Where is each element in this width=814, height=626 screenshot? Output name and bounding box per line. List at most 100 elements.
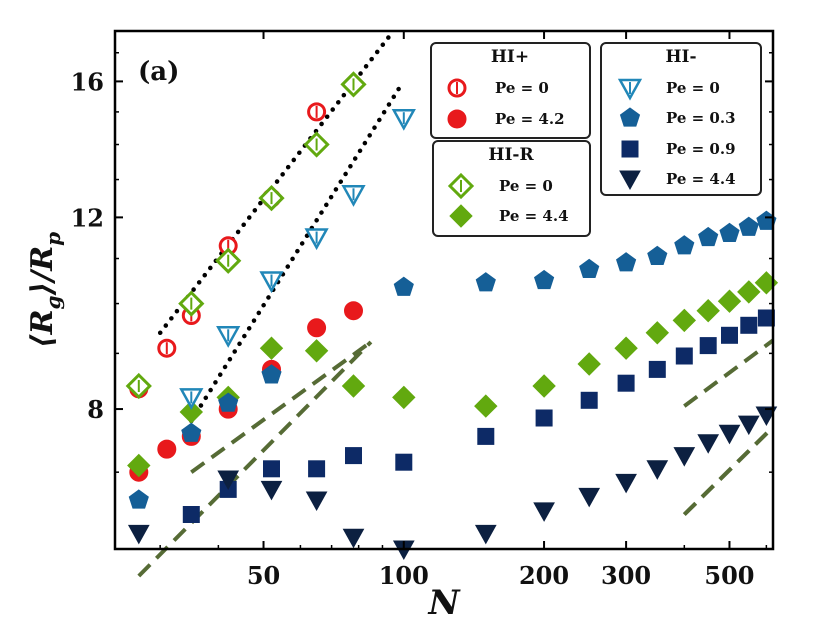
legend-marker-shape <box>619 107 641 127</box>
legend-box <box>430 42 591 139</box>
legend-marker <box>617 78 643 101</box>
legend-marker-shape <box>449 204 473 228</box>
data-point <box>474 524 497 545</box>
data-point <box>305 491 328 512</box>
data-point <box>675 347 693 365</box>
data-point <box>307 318 327 338</box>
data-point <box>216 326 241 348</box>
data-point <box>533 502 555 522</box>
data-point <box>699 337 717 355</box>
data-point <box>263 460 280 478</box>
guide-line-dashed <box>683 338 775 408</box>
data-point <box>614 336 638 360</box>
data-point <box>738 216 759 236</box>
legend-hi-r: HI-R Pe = 0 Pe = 4.4 <box>432 140 591 237</box>
data-point <box>645 321 670 345</box>
data-point <box>698 226 719 247</box>
data-point <box>304 339 329 363</box>
data-point <box>756 210 777 230</box>
axis-ticks: 50 100 200 300 500 8 12 16 <box>71 31 773 590</box>
guide-line-dashed <box>682 425 775 516</box>
data-point <box>395 453 413 471</box>
data-point <box>341 185 366 207</box>
legend-entry-label: Pe = 0.3 <box>666 109 736 127</box>
data-point <box>217 470 240 491</box>
data-point <box>127 524 150 545</box>
data-point <box>673 447 696 467</box>
data-point <box>182 506 200 523</box>
data-point <box>646 460 669 480</box>
legend-marker <box>449 204 473 228</box>
series-hi-pe-4-4 <box>127 406 778 561</box>
series-hi-pe-0-3 <box>128 210 777 509</box>
data-point <box>721 326 738 344</box>
x-tick-label: 500 <box>704 561 754 590</box>
legend-title: HI-R <box>488 145 534 165</box>
data-point <box>672 308 697 333</box>
data-point <box>157 439 177 459</box>
series-hi-pe-0-9 <box>182 309 775 523</box>
data-point <box>341 374 366 398</box>
legend-marker-shape <box>621 140 639 158</box>
legend-marker <box>447 109 467 129</box>
data-point <box>717 289 742 313</box>
data-point <box>179 388 204 410</box>
data-point <box>345 447 362 465</box>
data-point <box>580 391 598 409</box>
y-axis-title: ⟨Rg⟩/Rp <box>25 232 65 348</box>
legend-marker <box>447 78 467 98</box>
legend-marker <box>619 170 641 191</box>
data-point <box>178 290 205 317</box>
data-point <box>475 272 496 292</box>
data-point <box>392 385 416 410</box>
data-point <box>304 228 329 251</box>
data-point <box>740 316 758 334</box>
data-point <box>393 276 414 296</box>
legend-title: HI- <box>665 47 696 67</box>
data-point <box>128 489 149 509</box>
x-tick-label: 200 <box>519 561 569 590</box>
data-point <box>757 309 775 327</box>
data-point <box>578 487 601 508</box>
guide-line-dashed <box>137 340 373 578</box>
series-hi-r-pe-4-4 <box>127 271 779 478</box>
data-point <box>127 453 151 478</box>
legend-entry-label: Pe = 4.4 <box>666 170 736 188</box>
x-tick-label: 100 <box>379 561 429 590</box>
data-point <box>617 374 635 392</box>
data-point <box>259 336 284 360</box>
data-point <box>157 338 177 358</box>
data-point <box>307 102 327 122</box>
data-point <box>737 280 761 304</box>
data-point <box>718 424 741 445</box>
data-point <box>534 269 555 290</box>
data-point <box>648 360 666 378</box>
legend-entry-label: Pe = 0 <box>499 177 553 195</box>
legend-entry-label: Pe = 4.2 <box>495 110 565 128</box>
legend-marker-shape <box>619 170 641 191</box>
data-point <box>737 415 760 436</box>
legend-entry-label: Pe = 4.4 <box>499 207 569 225</box>
legend-marker-shape <box>447 78 467 98</box>
data-point <box>340 71 367 98</box>
legend-marker <box>621 140 639 158</box>
x-tick-label: 300 <box>601 561 651 590</box>
series-hi-r-pe-0 <box>125 71 367 400</box>
data-point <box>577 352 601 376</box>
data-point <box>344 301 363 321</box>
data-point <box>696 298 720 323</box>
legend-entry-label: Pe = 0 <box>495 79 549 97</box>
legend-hi-minus: HI- Pe = 0 Pe = 0.3 Pe = 0.9 Pe = 4.4 <box>600 42 762 196</box>
data-point <box>308 460 326 478</box>
data-point <box>755 406 778 427</box>
legend-box <box>432 140 591 237</box>
data-point <box>342 528 365 549</box>
data-point <box>579 258 600 278</box>
x-tick-label: 50 <box>247 561 280 590</box>
legend-marker-shape <box>447 109 467 129</box>
data-point <box>181 422 202 442</box>
legend-marker <box>619 107 641 127</box>
data-point <box>391 108 416 131</box>
legend-entry-label: Pe = 0 <box>666 79 720 97</box>
